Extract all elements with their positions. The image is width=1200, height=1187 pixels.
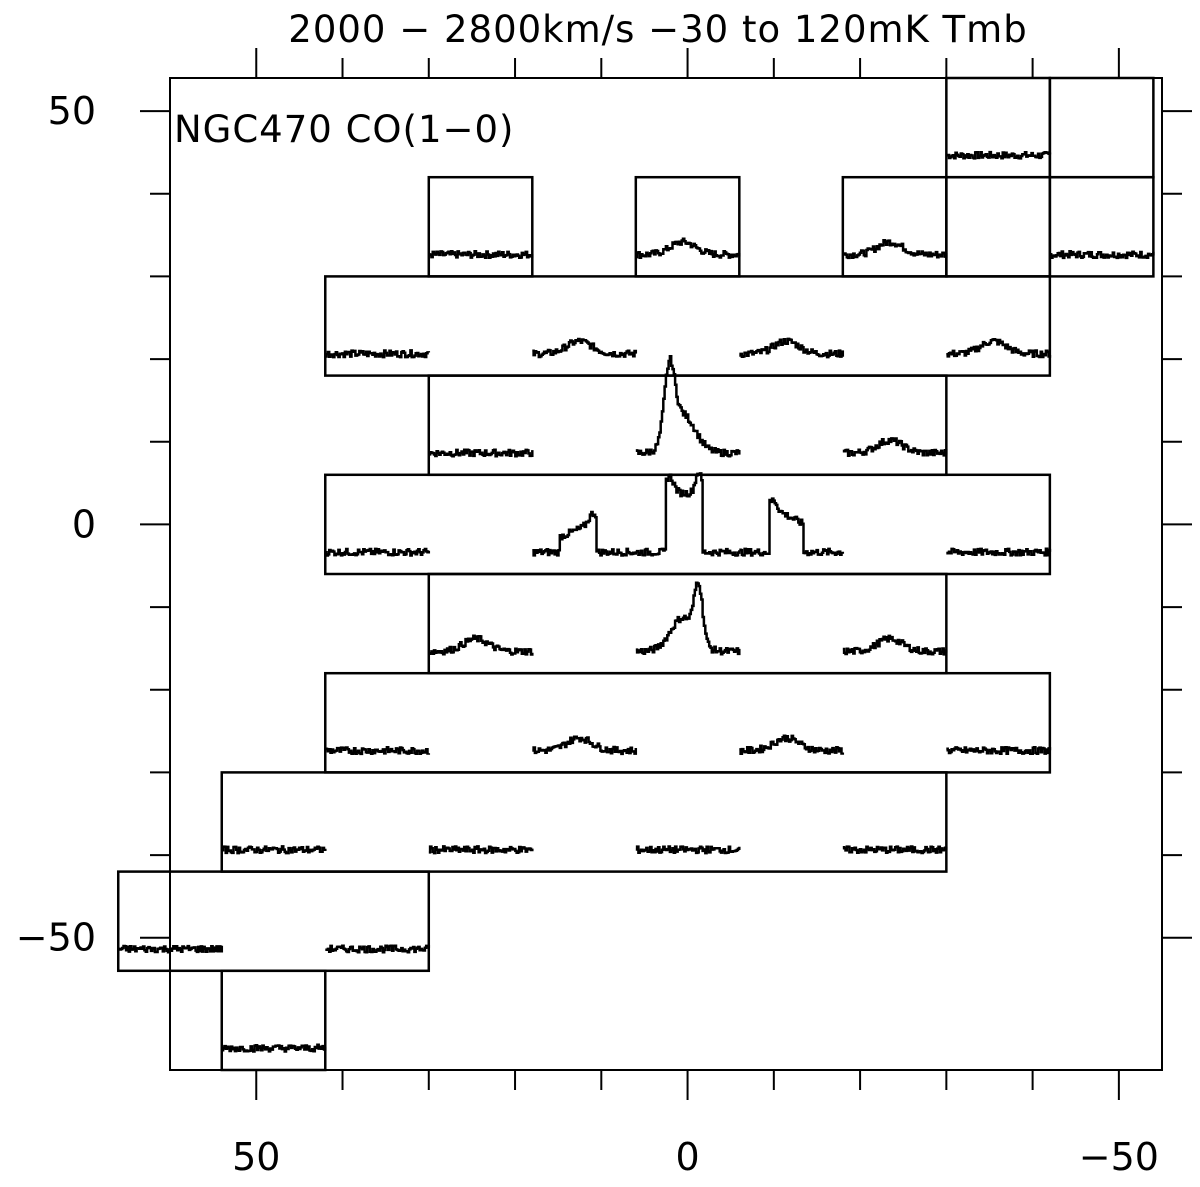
- spectrum-box: [116, 870, 431, 973]
- spectrum-line: [842, 845, 948, 855]
- spectrum-line: [946, 746, 1052, 756]
- spectrum-line: [635, 845, 741, 855]
- spectrum-line: [325, 349, 431, 359]
- plot-area: 50 0 −50 50 0 −50: [16, 48, 1192, 1179]
- spectrum-line: [842, 239, 948, 260]
- spectrum-line: [325, 944, 431, 954]
- spectrum-box: [220, 771, 948, 873]
- spectrum-line: [428, 845, 534, 855]
- spectrum-line: [325, 547, 431, 557]
- spectrum-line: [842, 437, 948, 457]
- spectrum-box: [324, 275, 1052, 377]
- spectrum-line: [428, 634, 534, 656]
- spectrum-line: [635, 581, 741, 656]
- spectrum-line: [428, 448, 534, 458]
- spectrum-line: [118, 944, 224, 954]
- spectrum-box: [945, 76, 1052, 179]
- spectrum-line: [946, 547, 1052, 557]
- plot-frame: [169, 77, 1163, 1071]
- spectrum-line: [739, 497, 845, 557]
- y-tick-label: 50: [48, 89, 96, 133]
- spectrum-line: [221, 1043, 327, 1053]
- spectrum-line: [1049, 250, 1155, 260]
- spectrum-line: [635, 355, 741, 458]
- y-tick-label: −50: [16, 916, 96, 960]
- spectrum-line: [221, 845, 327, 855]
- spectrum-box: [1048, 175, 1155, 278]
- y-tick-label: 0: [72, 502, 96, 546]
- spectrum-box: [427, 374, 948, 477]
- spectrum-line: [739, 337, 845, 359]
- spectrum-line: [325, 746, 431, 756]
- spectrum-box: [324, 473, 1052, 576]
- spectrum-box: [427, 175, 534, 278]
- spectrum-box: [427, 572, 948, 675]
- spectrum-box: [324, 671, 1052, 774]
- spectrum-line: [842, 634, 948, 656]
- spectrum-line: [739, 734, 845, 755]
- x-tick-label: −50: [1079, 1135, 1159, 1179]
- spectrum-line: [946, 150, 1052, 160]
- spectrum-line: [532, 510, 638, 557]
- spectrum-box: [945, 175, 1052, 278]
- spectrum-box: [841, 175, 948, 278]
- spectrum-line: [532, 735, 638, 756]
- x-tick-label: 0: [675, 1135, 699, 1179]
- spectrum-line: [428, 250, 534, 260]
- chart-title: 2000 − 2800km/s −30 to 120mK Tmb: [288, 8, 1027, 51]
- spectrum-box: [1048, 76, 1155, 179]
- chart-annotation: NGC470 CO(1−0): [174, 108, 514, 151]
- spectrum-box: [220, 969, 327, 1072]
- spectrum-line: [635, 237, 741, 259]
- x-tick-label: 50: [232, 1135, 280, 1179]
- spectrum-line: [532, 337, 638, 359]
- spectrum-line: [946, 338, 1052, 359]
- spectrum-line: [635, 472, 741, 557]
- spectrum-box: [634, 175, 741, 278]
